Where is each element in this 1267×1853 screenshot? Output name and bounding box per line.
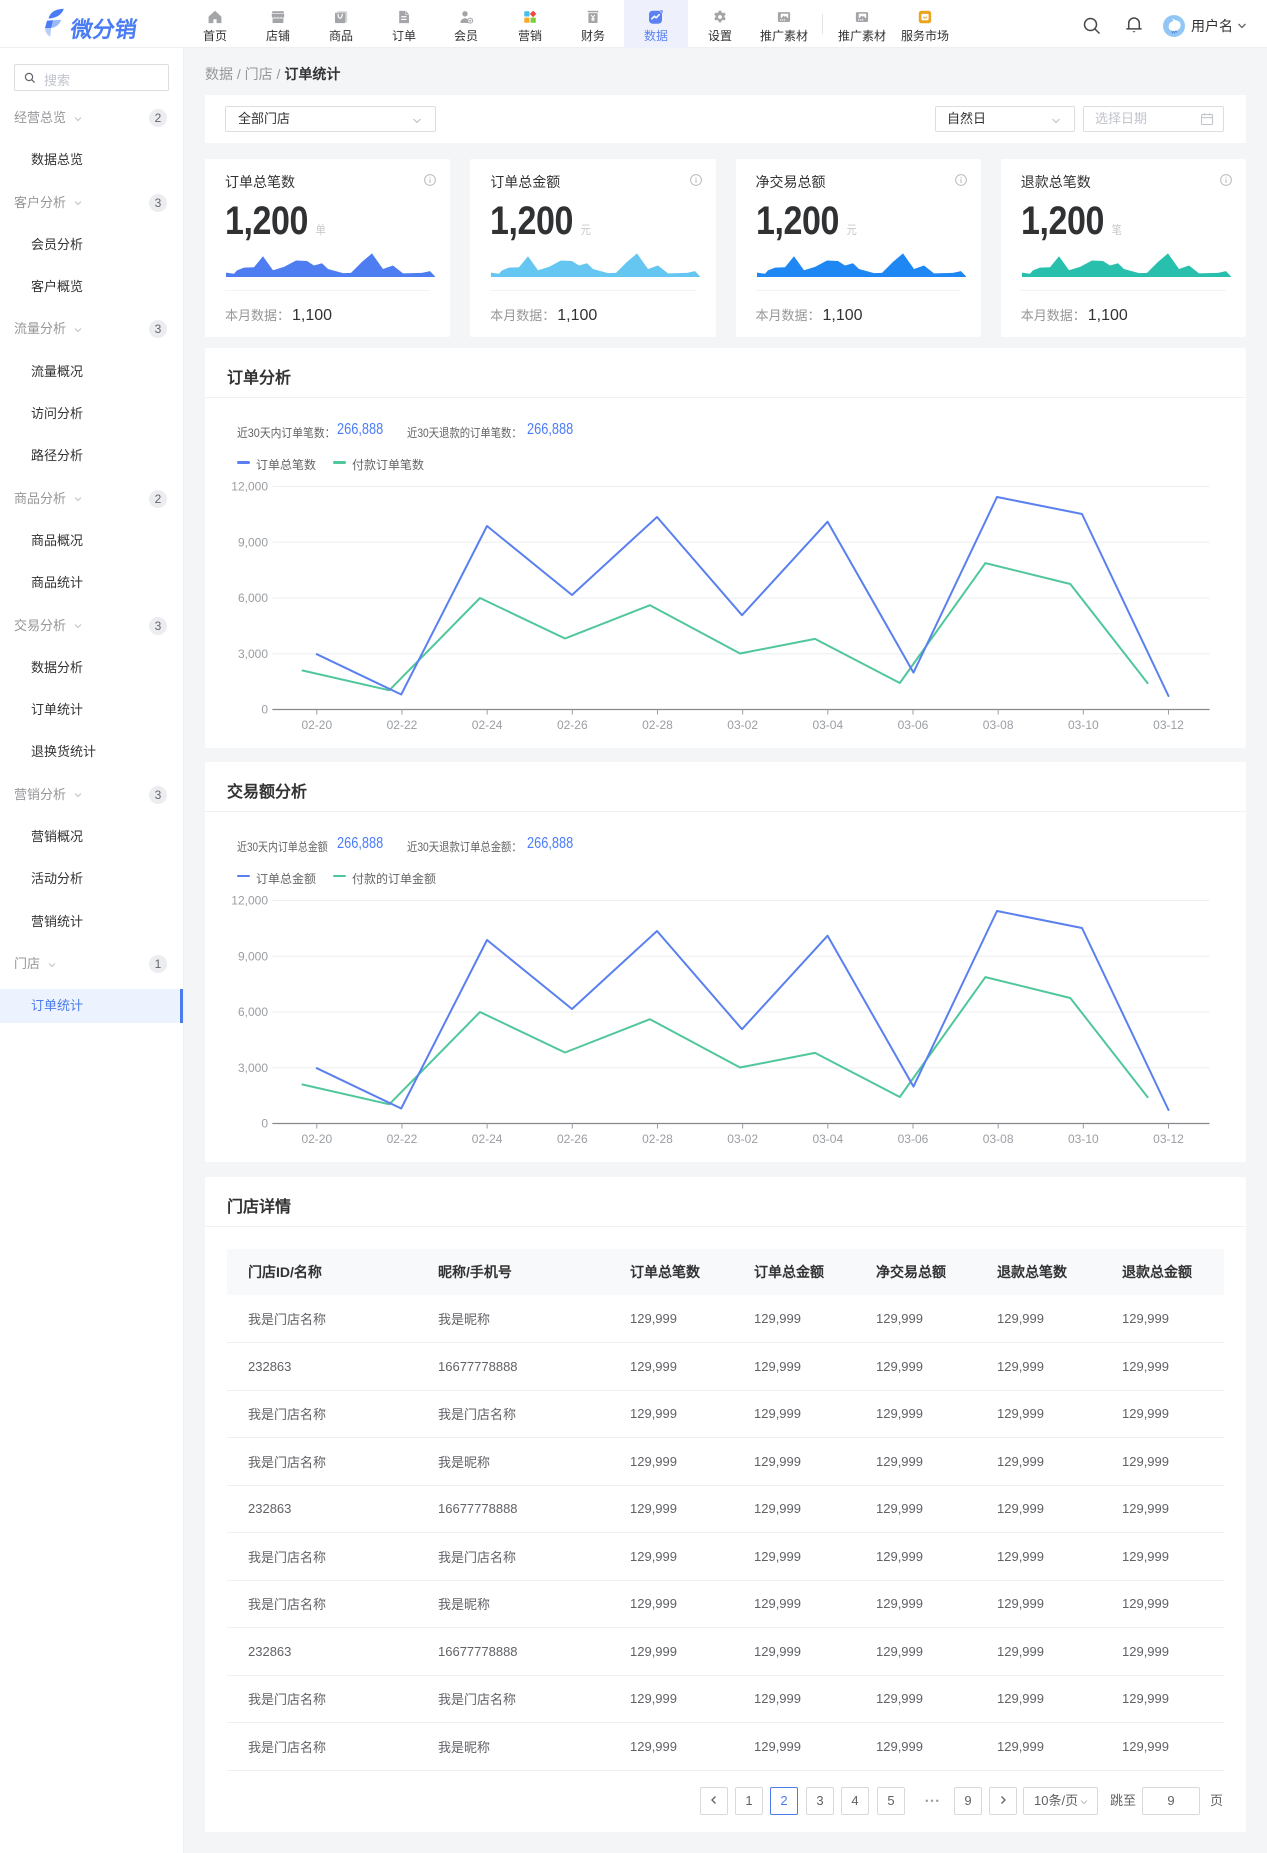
svg-text:03-12: 03-12 — [1153, 718, 1184, 732]
svg-text:3,000: 3,000 — [238, 1060, 268, 1074]
svg-text:6,000: 6,000 — [238, 1005, 268, 1019]
svg-text:02-26: 02-26 — [557, 718, 588, 732]
svg-text:12,000: 12,000 — [231, 480, 268, 494]
svg-text:03-06: 03-06 — [898, 1132, 929, 1146]
svg-text:03-02: 03-02 — [727, 1132, 758, 1146]
svg-text:03-10: 03-10 — [1068, 1132, 1099, 1146]
svg-text:03-02: 03-02 — [727, 718, 758, 732]
svg-text:02-28: 02-28 — [642, 1132, 673, 1146]
svg-text:02-24: 02-24 — [472, 1132, 503, 1146]
svg-text:03-10: 03-10 — [1068, 718, 1099, 732]
svg-text:0: 0 — [261, 703, 268, 717]
svg-text:02-24: 02-24 — [472, 718, 503, 732]
svg-text:03-12: 03-12 — [1153, 1132, 1184, 1146]
svg-text:02-28: 02-28 — [642, 718, 673, 732]
svg-text:3,000: 3,000 — [238, 647, 268, 661]
svg-text:03-08: 03-08 — [983, 718, 1014, 732]
svg-text:9,000: 9,000 — [238, 949, 268, 963]
svg-text:03-08: 03-08 — [983, 1132, 1014, 1146]
svg-text:02-22: 02-22 — [387, 718, 418, 732]
svg-text:03-04: 03-04 — [812, 1132, 843, 1146]
svg-text:02-22: 02-22 — [387, 1132, 418, 1146]
svg-text:02-26: 02-26 — [557, 1132, 588, 1146]
svg-text:02-20: 02-20 — [301, 1132, 332, 1146]
svg-text:9,000: 9,000 — [238, 535, 268, 549]
svg-text:0: 0 — [261, 1116, 268, 1130]
svg-text:12,000: 12,000 — [231, 893, 268, 907]
svg-text:6,000: 6,000 — [238, 591, 268, 605]
svg-text:03-06: 03-06 — [898, 718, 929, 732]
svg-text:02-20: 02-20 — [301, 718, 332, 732]
svg-text:03-04: 03-04 — [812, 718, 843, 732]
